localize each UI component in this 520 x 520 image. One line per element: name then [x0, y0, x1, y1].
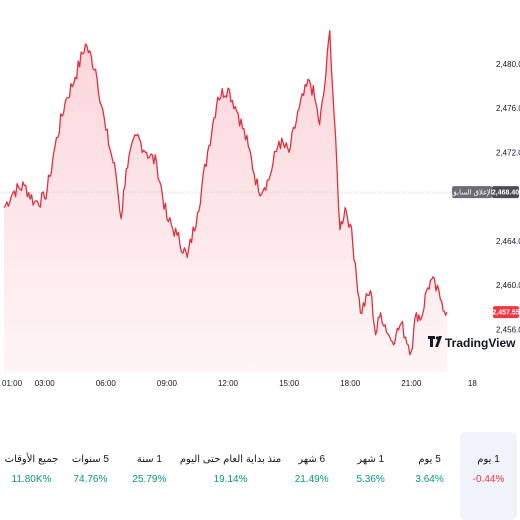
- last-price-tag: 2,457.55: [492, 306, 520, 319]
- price-line: [3, 29, 448, 356]
- x-tick-label: 18: [468, 379, 477, 388]
- period-change-value: 5.36%: [356, 474, 385, 485]
- period-change-value: -0.44%: [472, 474, 505, 485]
- period-change-value: 11.80K%: [11, 474, 52, 485]
- prev-close-label: الإغلاق السابق: [451, 189, 492, 197]
- price-chart[interactable]: 2,480.00 2,476.00 2,472.00 2,464.00 2,460.00…: [0, 0, 520, 400]
- tradingview-logo-icon: [428, 336, 442, 347]
- y-tick-label: 2,460.00: [496, 281, 520, 290]
- period-tab[interactable]: 1 يوم -0.44%: [460, 432, 517, 520]
- x-tick-label: 12:00: [218, 379, 239, 388]
- x-tick-label: 15:00: [279, 379, 300, 388]
- period-label: 6 شهر: [298, 454, 326, 465]
- y-axis: 2,480.00 2,476.00 2,472.00 2,464.00 2,460.00…: [496, 60, 520, 335]
- x-tick-label: 03:00: [35, 379, 56, 388]
- period-tab[interactable]: 5 يوم 3.64%: [401, 432, 458, 520]
- y-tick-label: 2,480.00: [496, 60, 520, 69]
- x-axis: 01:00 03:00 06:00 09:00 12:00 15:00 18:00 21:00…: [2, 379, 477, 388]
- period-tab[interactable]: منذ بداية العام حتى اليوم 19.14%: [180, 432, 281, 520]
- x-tick-label: 18:00: [340, 379, 361, 388]
- period-tab[interactable]: 1 شهر 5.36%: [342, 432, 399, 520]
- period-change-value: 3.64%: [415, 474, 444, 485]
- x-tick-label: 06:00: [96, 379, 117, 388]
- y-tick-label: 2,472.00: [496, 148, 520, 157]
- period-label: جميع الأوقات: [4, 454, 59, 465]
- period-change-value: 74.76%: [73, 474, 108, 485]
- period-change-value: 25.79%: [132, 474, 167, 485]
- prev-close-value: 2,468.40: [492, 190, 519, 197]
- tradingview-wordmark: TradingView: [445, 336, 516, 350]
- period-tab[interactable]: 6 شهر 21.49%: [283, 432, 340, 520]
- tradingview-watermark[interactable]: TradingView: [428, 336, 516, 350]
- period-label: 5 سنوات: [71, 454, 109, 465]
- period-label: 1 شهر: [357, 454, 385, 465]
- period-label: منذ بداية العام حتى اليوم: [179, 454, 282, 465]
- period-tab[interactable]: جميع الأوقات 11.80K%: [3, 432, 60, 520]
- period-change-value: 19.14%: [213, 474, 248, 485]
- period-label: 1 سنة: [136, 454, 162, 465]
- period-label: 1 يوم: [477, 454, 500, 465]
- price-area-fill: [4, 30, 447, 372]
- y-tick-label: 2,476.00: [496, 104, 520, 113]
- period-label: 5 يوم: [418, 454, 441, 465]
- y-tick-label: 2,464.00: [496, 237, 520, 246]
- period-change-value: 21.49%: [294, 474, 329, 485]
- period-tab[interactable]: 5 سنوات 74.76%: [62, 432, 119, 520]
- x-tick-label: 09:00: [157, 379, 178, 388]
- last-price-value: 2,457.55: [492, 310, 519, 317]
- x-tick-label: 21:00: [401, 379, 422, 388]
- period-tab[interactable]: 1 سنة 25.79%: [121, 432, 178, 520]
- x-tick-label: 01:00: [2, 379, 23, 388]
- performance-periods: 1 يوم -0.44% 5 يوم 3.64% 1 شهر 5.36% 6 شهر 21.4…: [0, 432, 520, 520]
- y-tick-label: 2,456.00: [496, 325, 520, 334]
- prev-close-tag: الإغلاق السابق 2,468.40: [451, 186, 519, 199]
